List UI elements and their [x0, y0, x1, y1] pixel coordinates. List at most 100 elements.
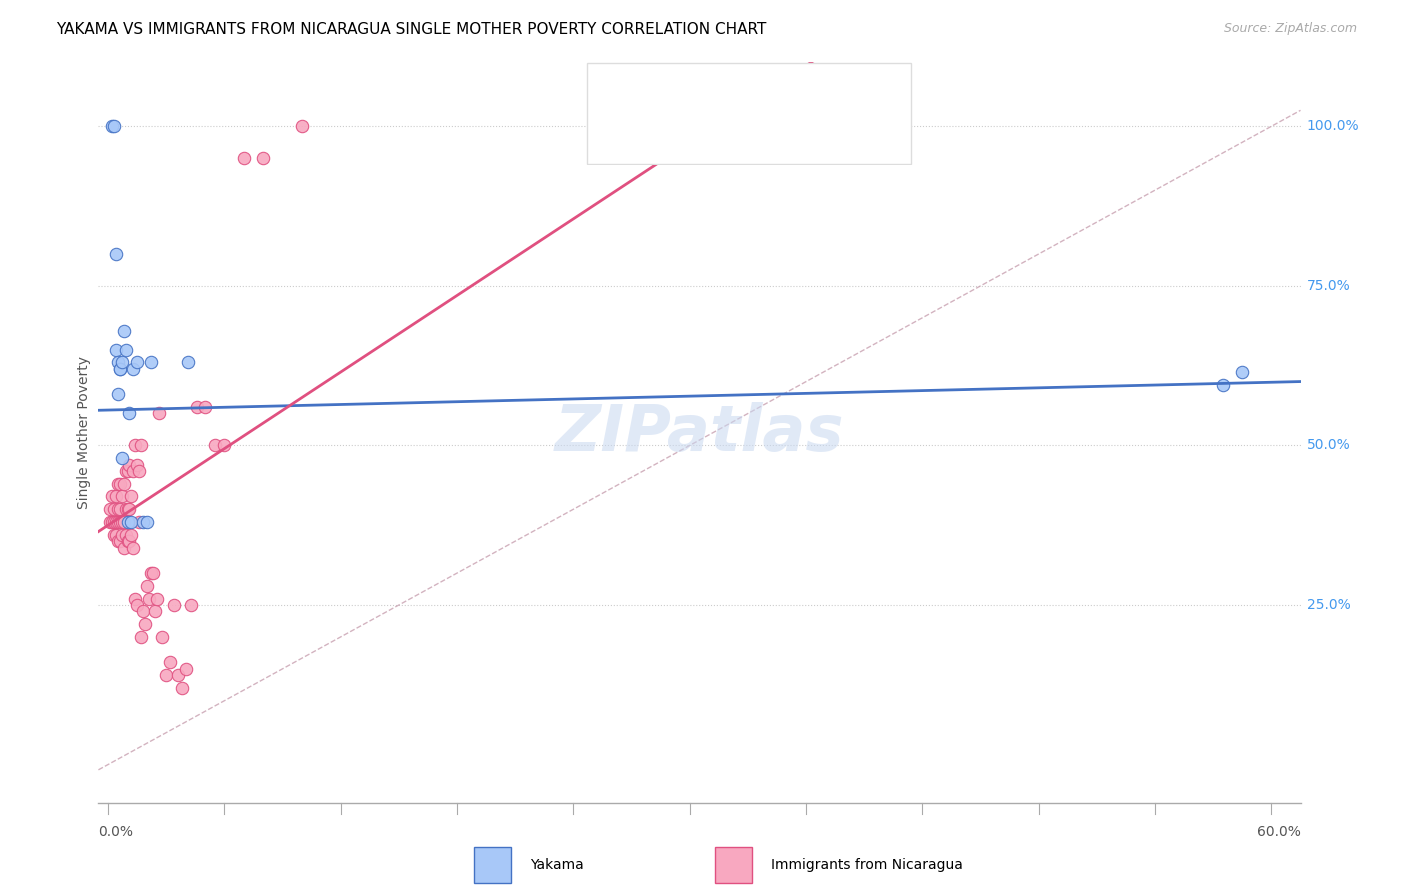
Point [114, 527, 136, 541]
Point [101, 490, 124, 504]
Point [252, 151, 274, 165]
Point [291, 120, 314, 134]
Point [111, 515, 134, 529]
Point [117, 464, 139, 478]
Point [112, 515, 135, 529]
Text: ZIPatlas: ZIPatlas [555, 401, 844, 464]
Point [124, 438, 146, 452]
Point [127, 458, 149, 472]
Point [117, 515, 139, 529]
Point [122, 361, 145, 376]
Point [163, 598, 186, 612]
Point [145, 591, 167, 606]
Point [111, 355, 134, 369]
Point [214, 438, 236, 452]
Point [135, 515, 157, 529]
Point [118, 458, 141, 472]
Point [120, 527, 142, 541]
Point [108, 361, 131, 376]
Point [152, 630, 174, 644]
Point [176, 355, 198, 369]
Point [232, 151, 254, 165]
Point [127, 598, 149, 612]
Point [107, 515, 129, 529]
Point [1232, 365, 1254, 379]
Point [98, 515, 121, 529]
Point [101, 515, 124, 529]
Y-axis label: Single Mother Poverty: Single Mother Poverty [77, 356, 91, 509]
Point [180, 598, 202, 612]
Point [104, 343, 127, 357]
Point [108, 515, 131, 529]
Point [114, 464, 136, 478]
Point [104, 527, 127, 541]
Point [98, 502, 121, 516]
Point [128, 515, 150, 529]
Point [112, 324, 135, 338]
Point [135, 579, 157, 593]
Point [122, 464, 145, 478]
Point [107, 534, 129, 549]
FancyBboxPatch shape [474, 847, 512, 883]
Point [170, 681, 193, 695]
Point [128, 464, 150, 478]
Point [101, 120, 124, 134]
Point [1212, 377, 1234, 392]
Point [148, 407, 170, 421]
Point [111, 490, 134, 504]
Point [194, 400, 217, 414]
FancyBboxPatch shape [596, 119, 647, 153]
Point [107, 502, 129, 516]
Point [120, 515, 142, 529]
Text: R = 0.254   N = 69: R = 0.254 N = 69 [662, 128, 801, 144]
Text: Yakama: Yakama [530, 858, 583, 872]
Text: 60.0%: 60.0% [1257, 825, 1301, 839]
Point [120, 490, 142, 504]
Point [167, 668, 190, 682]
Text: 0.0%: 0.0% [98, 825, 134, 839]
Point [107, 476, 129, 491]
Point [103, 527, 125, 541]
Point [204, 438, 226, 452]
Point [124, 591, 146, 606]
Point [108, 476, 131, 491]
Text: 75.0%: 75.0% [1306, 279, 1350, 293]
Point [103, 515, 125, 529]
FancyBboxPatch shape [586, 63, 911, 164]
Text: YAKAMA VS IMMIGRANTS FROM NICARAGUA SINGLE MOTHER POVERTY CORRELATION CHART: YAKAMA VS IMMIGRANTS FROM NICARAGUA SING… [56, 22, 766, 37]
Point [117, 534, 139, 549]
FancyBboxPatch shape [716, 847, 752, 883]
Point [108, 502, 131, 516]
Point [112, 541, 135, 555]
Point [129, 630, 152, 644]
Point [111, 451, 134, 466]
Point [186, 400, 208, 414]
Point [159, 656, 181, 670]
FancyBboxPatch shape [596, 73, 647, 106]
Point [174, 662, 197, 676]
Point [139, 566, 162, 580]
Point [138, 591, 160, 606]
Point [129, 438, 152, 452]
Point [139, 355, 162, 369]
Point [104, 490, 127, 504]
Text: R = 0.043   N = 23: R = 0.043 N = 23 [662, 83, 801, 97]
Point [127, 355, 149, 369]
Point [118, 534, 141, 549]
Point [104, 247, 127, 261]
Point [104, 515, 127, 529]
Text: Source: ZipAtlas.com: Source: ZipAtlas.com [1223, 22, 1357, 36]
Point [118, 407, 141, 421]
Point [155, 668, 177, 682]
Text: Immigrants from Nicaragua: Immigrants from Nicaragua [770, 858, 963, 872]
Point [103, 120, 125, 134]
Point [122, 541, 145, 555]
Point [132, 604, 155, 618]
Point [117, 502, 139, 516]
Text: 50.0%: 50.0% [1306, 438, 1350, 452]
Point [143, 604, 166, 618]
Point [107, 387, 129, 401]
Text: 25.0%: 25.0% [1306, 598, 1350, 612]
Point [114, 502, 136, 516]
Point [142, 566, 165, 580]
